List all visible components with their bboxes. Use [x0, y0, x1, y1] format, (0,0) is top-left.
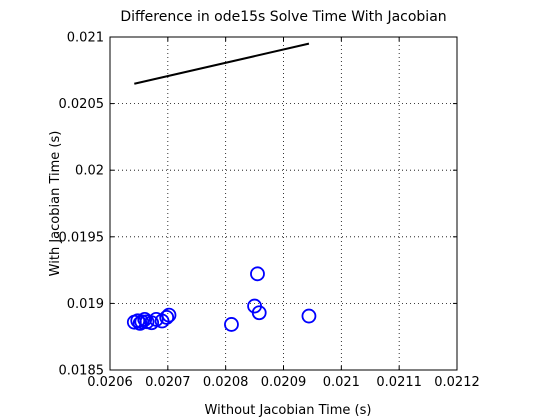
trend-line: [134, 42, 310, 85]
x-tick-label: 0.0207: [145, 375, 191, 390]
scatter-point: [159, 309, 175, 325]
y-tick-label: 0.0185: [59, 364, 105, 379]
data-layer: [126, 42, 317, 332]
x-tick-label: 0.0206: [87, 375, 133, 390]
scatter-point: [144, 315, 160, 331]
chart-title: Difference in ode15s Solve Time With Jac…: [120, 9, 446, 25]
y-tick-label: 0.0205: [59, 97, 105, 112]
scatter-point: [301, 308, 317, 324]
scatter-point: [161, 307, 177, 323]
scatter-point: [132, 315, 148, 331]
x-tick-label: 0.0212: [434, 375, 480, 390]
y-tick-label: 0.02: [75, 164, 104, 179]
y-tick-label: 0.021: [67, 31, 104, 46]
x-tick-labels: 0.0206 0.0207 0.0208 0.0209 0.021 0.0211 0.021…: [87, 375, 480, 390]
y-axis-label: With Jacobian Time (s): [48, 131, 63, 277]
axis-ticks: [109, 36, 458, 371]
x-tick-label: 0.0208: [203, 375, 249, 390]
x-tick-label: 0.0209: [261, 375, 307, 390]
y-tick-label: 0.0195: [59, 230, 105, 245]
plot-area: [109, 36, 458, 371]
scatter-point: [137, 311, 153, 327]
scatter-point: [224, 317, 239, 332]
scatter-point: [250, 266, 265, 282]
x-tick-label: 0.0211: [376, 375, 422, 390]
x-axis-label: Without Jacobian Time (s): [205, 403, 372, 418]
y-tick-labels: 0.0185 0.019 0.0195 0.02 0.0205 0.021: [59, 31, 105, 379]
x-tick-label: 0.021: [323, 375, 360, 390]
scatter-point: [148, 311, 164, 327]
scatter-point: [251, 305, 267, 321]
scatter-point: [134, 314, 150, 330]
y-tick-label: 0.019: [67, 297, 104, 312]
